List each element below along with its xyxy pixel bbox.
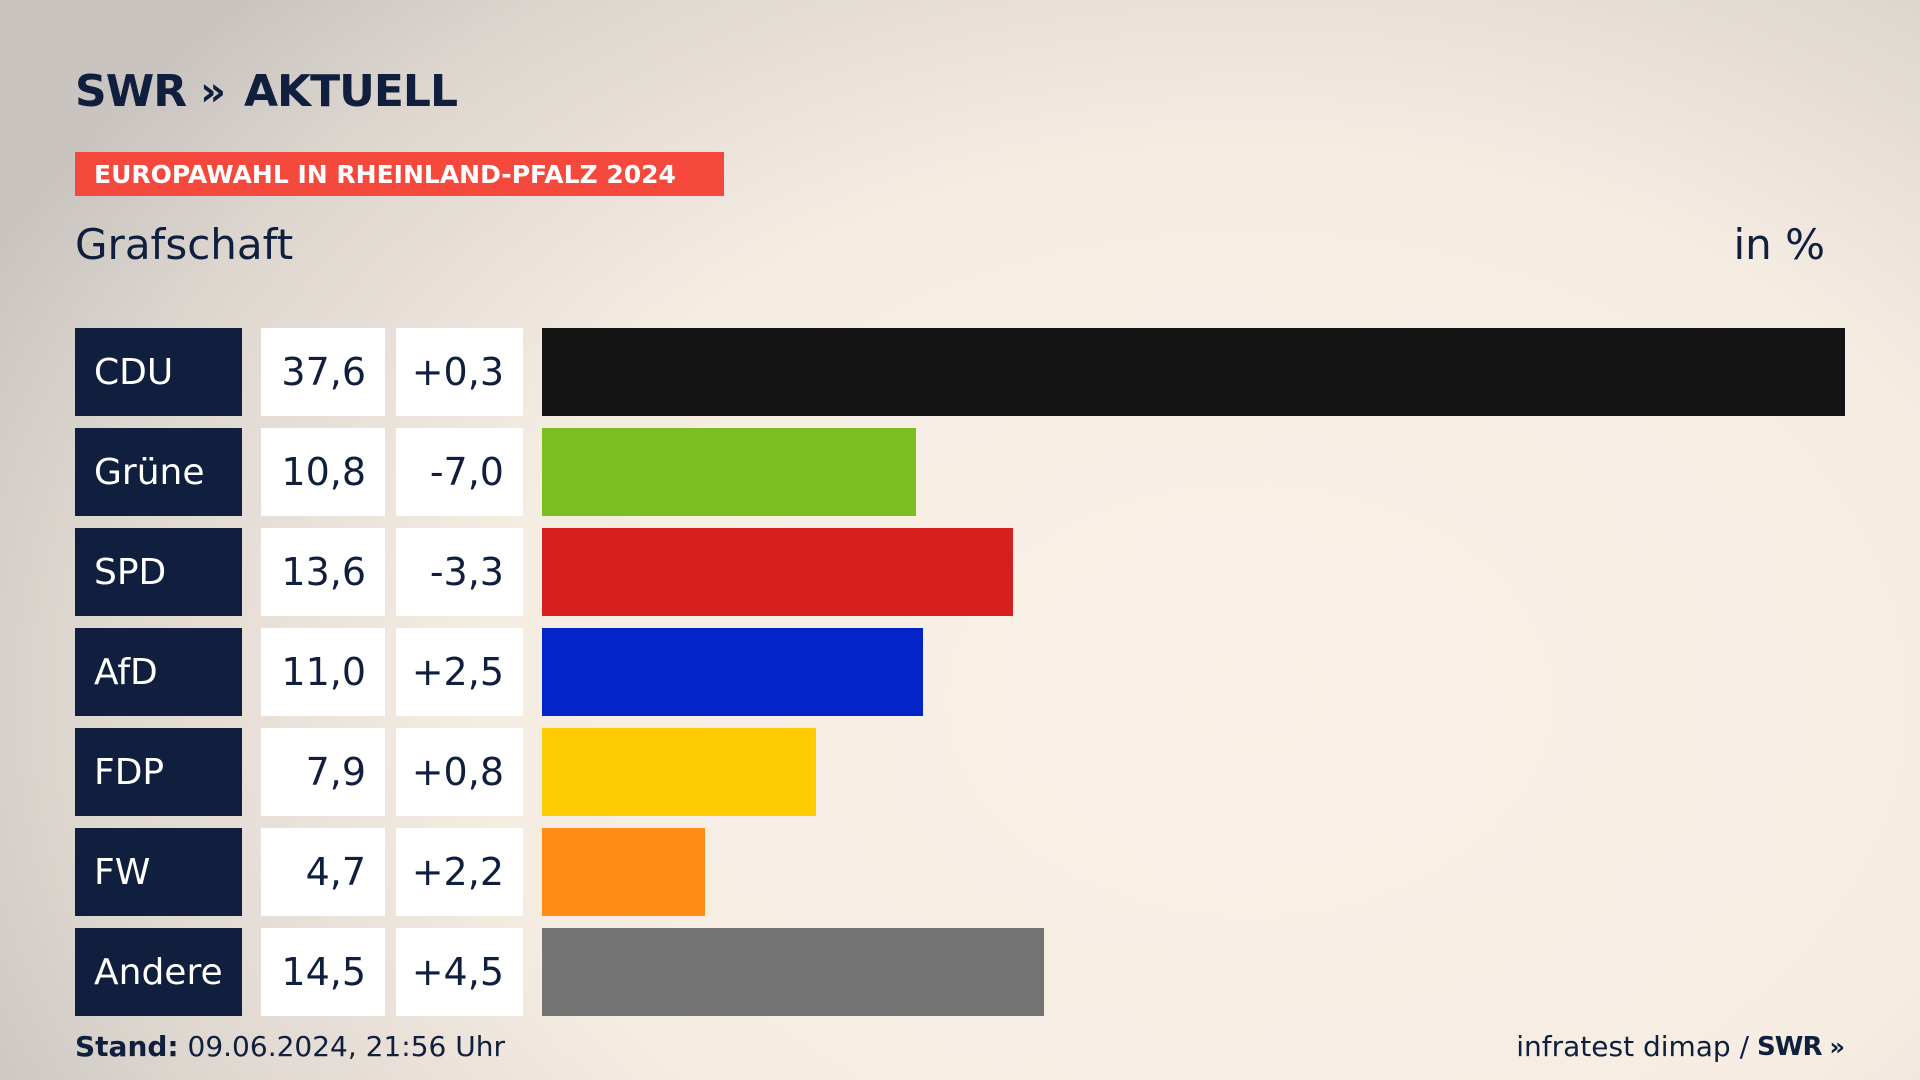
timestamp: Stand: 09.06.2024, 21:56 Uhr bbox=[75, 1030, 505, 1063]
election-banner: EUROPAWAHL IN RHEINLAND-PFALZ 2024 bbox=[75, 152, 724, 196]
change-value: +0,3 bbox=[396, 328, 523, 416]
stand-label: Stand: bbox=[75, 1030, 179, 1063]
party-label: FDP bbox=[75, 728, 242, 816]
result-row-fdp: FDP 7,9 +0,8 bbox=[75, 728, 1845, 816]
result-row-afd: AfD 11,0 +2,5 bbox=[75, 628, 1845, 716]
share-bar bbox=[542, 628, 923, 716]
share-bar bbox=[542, 428, 916, 516]
region-title: Grafschaft bbox=[75, 220, 294, 269]
share-bar bbox=[542, 528, 1013, 616]
swr-small-logo: SWR bbox=[1757, 1031, 1822, 1062]
share-value: 10,8 bbox=[261, 428, 385, 516]
share-value: 7,9 bbox=[261, 728, 385, 816]
change-value: +2,2 bbox=[396, 828, 523, 916]
party-label: Grüne bbox=[75, 428, 242, 516]
change-value: +0,8 bbox=[396, 728, 523, 816]
share-value: 4,7 bbox=[261, 828, 385, 916]
change-value: +2,5 bbox=[396, 628, 523, 716]
party-label: SPD bbox=[75, 528, 242, 616]
share-value: 37,6 bbox=[261, 328, 385, 416]
share-bar bbox=[542, 928, 1044, 1016]
party-label: AfD bbox=[75, 628, 242, 716]
aktuell-logo-text: AKTUELL bbox=[243, 66, 458, 117]
result-row-grüne: Grüne 10,8 -7,0 bbox=[75, 428, 1845, 516]
swr-aktuell-logo: SWR » AKTUELL bbox=[75, 66, 458, 117]
share-bar bbox=[542, 328, 1845, 416]
share-bar bbox=[542, 828, 705, 916]
swr-logo-text: SWR bbox=[75, 66, 187, 117]
share-value: 11,0 bbox=[261, 628, 385, 716]
party-label: FW bbox=[75, 828, 242, 916]
unit-label: in % bbox=[1733, 220, 1825, 269]
stand-value: 09.06.2024, 21:56 Uhr bbox=[187, 1030, 505, 1063]
share-value: 14,5 bbox=[261, 928, 385, 1016]
party-label: CDU bbox=[75, 328, 242, 416]
source-credit: infratest dimap / SWR » bbox=[1516, 1030, 1845, 1063]
small-chevron-icon: » bbox=[1829, 1032, 1844, 1061]
result-row-fw: FW 4,7 +2,2 bbox=[75, 828, 1845, 916]
banner-text: EUROPAWAHL IN RHEINLAND-PFALZ 2024 bbox=[94, 159, 676, 189]
share-bar bbox=[542, 728, 816, 816]
change-value: -3,3 bbox=[396, 528, 523, 616]
change-value: +4,5 bbox=[396, 928, 523, 1016]
share-value: 13,6 bbox=[261, 528, 385, 616]
result-row-spd: SPD 13,6 -3,3 bbox=[75, 528, 1845, 616]
result-row-andere: Andere 14,5 +4,5 bbox=[75, 928, 1845, 1016]
source-text: infratest dimap / bbox=[1516, 1030, 1750, 1063]
change-value: -7,0 bbox=[396, 428, 523, 516]
double-chevron-icon: » bbox=[200, 69, 226, 115]
result-row-cdu: CDU 37,6 +0,3 bbox=[75, 328, 1845, 416]
party-label: Andere bbox=[75, 928, 242, 1016]
